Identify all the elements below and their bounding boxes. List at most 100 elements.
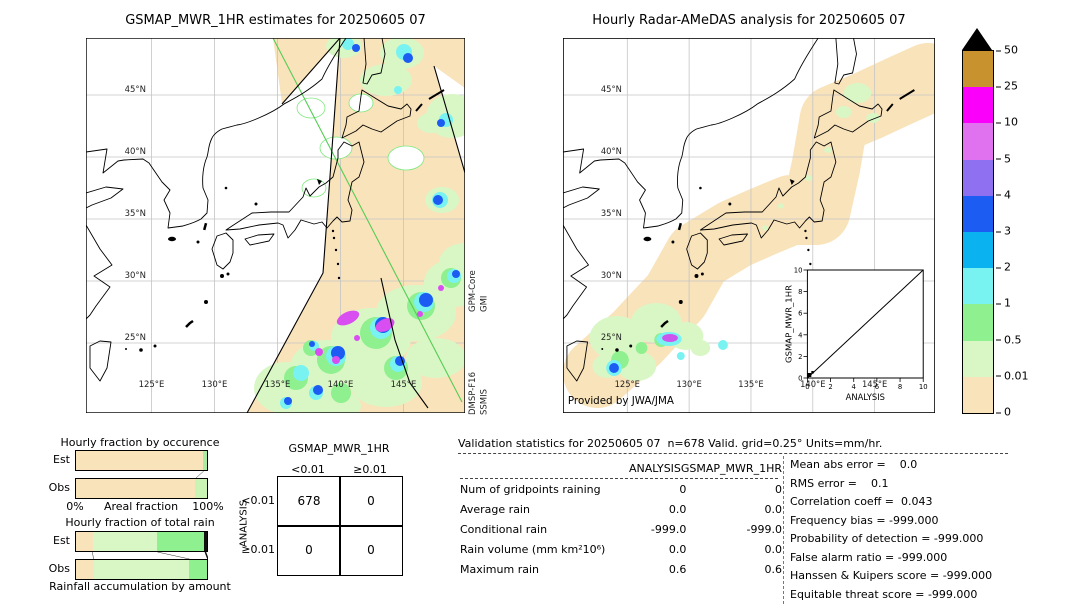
bar-segment — [76, 532, 94, 551]
col-header: ≥0.01 — [353, 463, 387, 476]
svg-text:35°N: 35°N — [601, 208, 622, 218]
svg-text:8: 8 — [898, 383, 902, 391]
colorbar-segment — [963, 51, 993, 88]
overpass-label-ssmis: DMSP-F16 SSMIS — [468, 372, 490, 415]
totalrain-connector — [75, 552, 208, 559]
totalrain-chart-title: Hourly fraction of total rain — [65, 516, 215, 529]
x-axis-label: Areal fraction — [103, 500, 179, 513]
bar-segment — [157, 532, 205, 551]
svg-text:4: 4 — [852, 383, 857, 391]
totalrain-est-bar — [75, 531, 208, 552]
colorbar-segment — [963, 231, 993, 269]
colorbar-segment — [963, 376, 993, 413]
x-axis-max: 100% — [192, 500, 224, 513]
obs-row-label: Obs — [48, 481, 70, 494]
colorbar-tick: 5 — [996, 152, 1011, 165]
svg-text:135°E: 135°E — [738, 379, 763, 389]
svg-text:135°E: 135°E — [265, 380, 291, 390]
bar-segment — [76, 451, 203, 470]
svg-text:40°N: 40°N — [601, 146, 622, 156]
bar-segment — [76, 479, 196, 498]
colorbar-segment — [963, 123, 993, 160]
colorbar-segment — [963, 195, 993, 232]
bar-segment — [93, 532, 158, 551]
bar-segment — [204, 532, 207, 551]
radar-amedas-map: 45°N 40°N 35°N 30°N 25°N 125°E 130°E 135… — [563, 38, 935, 413]
precip-cells — [254, 38, 465, 413]
score-line: Probability of detection = -999.000 — [790, 532, 984, 545]
svg-text:140°E: 140°E — [800, 379, 825, 389]
svg-text:35°N: 35°N — [125, 209, 146, 219]
totalrain-obs-bar — [75, 559, 208, 580]
svg-text:140°E: 140°E — [328, 380, 354, 390]
colorbar-tick: 1 — [996, 297, 1011, 310]
inset-xlabel: ANALYSIS — [846, 392, 885, 402]
svg-text:6: 6 — [798, 310, 802, 318]
svg-text:130°E: 130°E — [202, 380, 228, 390]
contingency-title: GSMAP_MWR_1HR — [288, 442, 390, 455]
stats-row: Rain volume (mm km²10⁶) 0.0 0.0 — [460, 542, 782, 556]
bar-segment — [76, 560, 95, 579]
radar-coverage-band — [563, 43, 935, 408]
stats-divider — [458, 453, 1008, 454]
svg-text:125°E: 125°E — [139, 380, 165, 390]
occurrence-connector — [75, 471, 208, 478]
colorbar-tick: 50 — [996, 44, 1018, 57]
svg-text:0: 0 — [798, 374, 802, 382]
svg-text:6: 6 — [875, 383, 879, 391]
score-line: Hanssen & Kuipers score = -999.000 — [790, 569, 993, 582]
scatter-inset: 0 2 4 6 8 10 0 2 4 6 8 10 ANALYSIS GSMAP… — [784, 266, 928, 402]
stats-row: Average rain 0.0 0.0 — [460, 502, 782, 516]
stats-col2: GSMAP_MWR_1HR — [680, 461, 782, 475]
est-row-label: Est — [53, 534, 70, 547]
svg-text:30°N: 30°N — [601, 270, 622, 280]
swath-edge-lines — [246, 38, 465, 413]
svg-text:25°N: 25°N — [125, 333, 146, 343]
x-axis-min: 0% — [66, 500, 84, 513]
bar-segment — [188, 560, 207, 579]
bar-segment — [202, 451, 207, 470]
score-line: Frequency bias = -999.000 — [790, 513, 939, 527]
svg-text:145°E: 145°E — [391, 380, 417, 390]
left-map-title: GSMAP_MWR_1HR estimates for 20250605 07 — [125, 13, 426, 28]
svg-text:145°E: 145°E — [862, 379, 887, 389]
est-row-label: Est — [53, 453, 70, 466]
col-header: <0.01 — [291, 463, 325, 476]
svg-text:2: 2 — [798, 353, 802, 361]
occurrence-obs-bar — [75, 478, 208, 499]
svg-text:40°N: 40°N — [125, 147, 146, 157]
score-line: False alarm ratio = -999.000 — [790, 550, 948, 564]
stats-table-header: ANALYSIS GSMAP_MWR_1HR — [460, 458, 782, 478]
occurrence-est-bar — [75, 450, 208, 471]
colorbar-tick: 0 — [996, 406, 1011, 419]
score-line: Equitable threat score = -999.000 — [790, 587, 978, 601]
colorbar-overflow-arrow — [962, 28, 992, 50]
row-header: <0.01 — [241, 494, 275, 507]
score-line: Correlation coeff = 0.043 — [790, 495, 933, 508]
contingency-cell: 678 — [297, 494, 321, 508]
right-map-title: Hourly Radar-AMeDAS analysis for 2025060… — [592, 13, 906, 28]
overpass-label-gmi: GPM-Core GMI — [468, 270, 490, 312]
row-header: ≥0.01 — [241, 543, 275, 556]
contingency-col-headers: <0.01 ≥0.01 — [277, 458, 401, 477]
stats-header: Validation statistics for 20250605 07 n=… — [458, 437, 883, 450]
stats-row: Maximum rain 0.6 0.6 — [460, 562, 782, 576]
colorbar-tick: 0.5 — [996, 333, 1022, 346]
colorbar-tick: 4 — [996, 188, 1011, 201]
colorbar-segment — [963, 304, 993, 341]
colorbar-tick: 2 — [996, 261, 1011, 274]
inset-ytick-labels: 0 2 4 6 8 10 — [794, 266, 803, 382]
svg-text:25°N: 25°N — [601, 332, 622, 342]
contingency-cell: 0 — [367, 494, 375, 508]
inset-ylabel: GSMAP_MWR_1HR — [784, 285, 794, 363]
contingency-cell: 0 — [367, 543, 375, 557]
svg-text:45°N: 45°N — [125, 85, 146, 95]
occurrence-chart-title: Hourly fraction by occurence — [60, 436, 220, 449]
contingency-cell: 0 — [305, 543, 313, 557]
colorbar — [962, 50, 994, 414]
svg-text:8: 8 — [798, 288, 802, 296]
stats-column-divider — [783, 456, 784, 604]
stats-row: Num of gridpoints raining 0 0 — [460, 482, 782, 496]
svg-text:125°E: 125°E — [615, 379, 640, 389]
